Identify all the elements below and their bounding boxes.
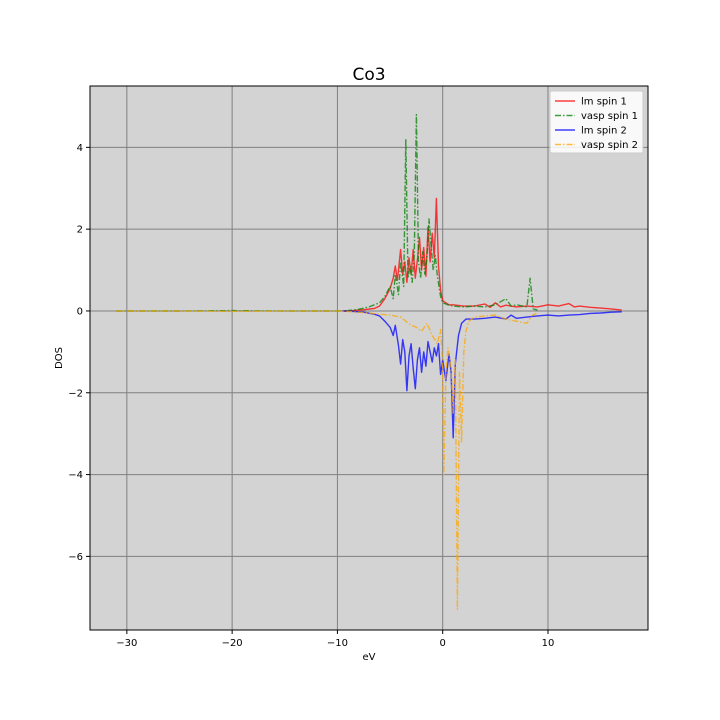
- x-tick-label: −20: [222, 638, 243, 649]
- x-tick-label: 10: [542, 638, 555, 649]
- x-tick-label: 0: [440, 638, 446, 649]
- plot-area: [90, 86, 648, 630]
- legend-label-3: vasp spin 2: [581, 140, 638, 151]
- chart-title: Co3: [352, 65, 385, 85]
- series-line-2: [342, 310, 622, 439]
- legend-label-2: lm spin 2: [581, 126, 627, 137]
- grid-lines: [90, 86, 648, 630]
- y-tick-label: −4: [68, 470, 83, 481]
- y-tick-label: −6: [68, 552, 83, 563]
- plot-frame: [89, 85, 649, 631]
- x-tick-label: −30: [116, 638, 137, 649]
- series-line-1: [116, 113, 538, 312]
- y-axis-label: DOS: [54, 347, 65, 369]
- legend-label-1: vasp spin 1: [581, 111, 638, 122]
- x-tick-label: −10: [327, 638, 348, 649]
- legend: lm spin 1 vasp spin 1 lm spin 2 vasp spin 2: [549, 90, 644, 154]
- y-tick-label: 2: [77, 225, 83, 236]
- y-tick-label: 4: [77, 143, 83, 154]
- series-line-0: [342, 197, 622, 312]
- series-line-3: [116, 310, 538, 611]
- y-tick-label: −2: [68, 388, 83, 399]
- axis-ticks: −30 −20 −10 0 10 4 2 0 −2 −4 −6: [68, 143, 554, 649]
- legend-label-0: lm spin 1: [581, 97, 627, 108]
- legend-box: [549, 90, 644, 154]
- x-axis-label: eV: [363, 652, 376, 663]
- y-tick-label: 0: [77, 306, 83, 317]
- series-layer: [116, 113, 622, 611]
